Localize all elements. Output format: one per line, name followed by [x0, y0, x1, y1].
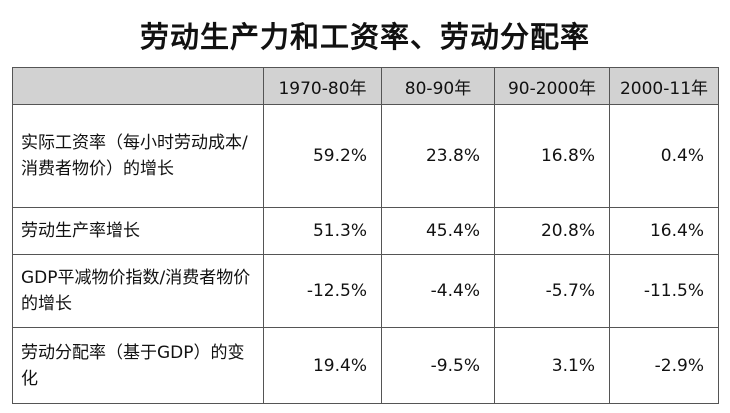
cell-real-wage-1970-80: 59.2% [263, 104, 382, 208]
table-row-real-wage: 实际工资率（每小时劳动成本/消费者物价）的增长 59.2% 23.8% 16.8… [12, 104, 719, 208]
cell-gdp-deflator-90-2000: -5.7% [494, 254, 610, 328]
row-label-gdp-deflator: GDP平减物价指数/消费者物价的增长 [12, 254, 264, 328]
cell-labor-share-2000-11: -2.9% [609, 327, 719, 404]
cell-labor-share-80-90: -9.5% [381, 327, 495, 404]
cell-labor-share-1970-80: 19.4% [263, 327, 382, 404]
column-header-90-2000: 90-2000年 [494, 67, 610, 105]
table-row-gdp-deflator: GDP平减物价指数/消费者物价的增长 -12.5% -4.4% -5.7% -1… [12, 254, 719, 328]
cell-productivity-1970-80: 51.3% [263, 207, 382, 255]
row-label-real-wage: 实际工资率（每小时劳动成本/消费者物价）的增长 [12, 104, 264, 208]
cell-real-wage-90-2000: 16.8% [494, 104, 610, 208]
cell-labor-share-90-2000: 3.1% [494, 327, 610, 404]
cell-gdp-deflator-80-90: -4.4% [381, 254, 495, 328]
header-corner-cell [12, 67, 264, 105]
column-header-1970-80: 1970-80年 [263, 67, 382, 105]
header-row: 1970-80年 80-90年 90-2000年 2000-11年 [12, 67, 719, 105]
cell-productivity-80-90: 45.4% [381, 207, 495, 255]
cell-productivity-2000-11: 16.4% [609, 207, 719, 255]
cell-gdp-deflator-1970-80: -12.5% [263, 254, 382, 328]
column-header-80-90: 80-90年 [381, 67, 495, 105]
column-header-2000-11: 2000-11年 [609, 67, 719, 105]
cell-real-wage-2000-11: 0.4% [609, 104, 719, 208]
data-table: 1970-80年 80-90年 90-2000年 2000-11年 实际工资率（… [12, 67, 719, 404]
row-label-labor-share: 劳动分配率（基于GDP）的变化 [12, 327, 264, 404]
table-row-labor-share: 劳动分配率（基于GDP）的变化 19.4% -9.5% 3.1% -2.9% [12, 327, 719, 404]
table-title: 劳动生产力和工资率、劳动分配率 [139, 20, 590, 54]
table-row-productivity: 劳动生产率增长 51.3% 45.4% 20.8% 16.4% [12, 207, 719, 255]
row-label-productivity: 劳动生产率增长 [12, 207, 264, 255]
cell-productivity-90-2000: 20.8% [494, 207, 610, 255]
cell-real-wage-80-90: 23.8% [381, 104, 495, 208]
cell-gdp-deflator-2000-11: -11.5% [609, 254, 719, 328]
